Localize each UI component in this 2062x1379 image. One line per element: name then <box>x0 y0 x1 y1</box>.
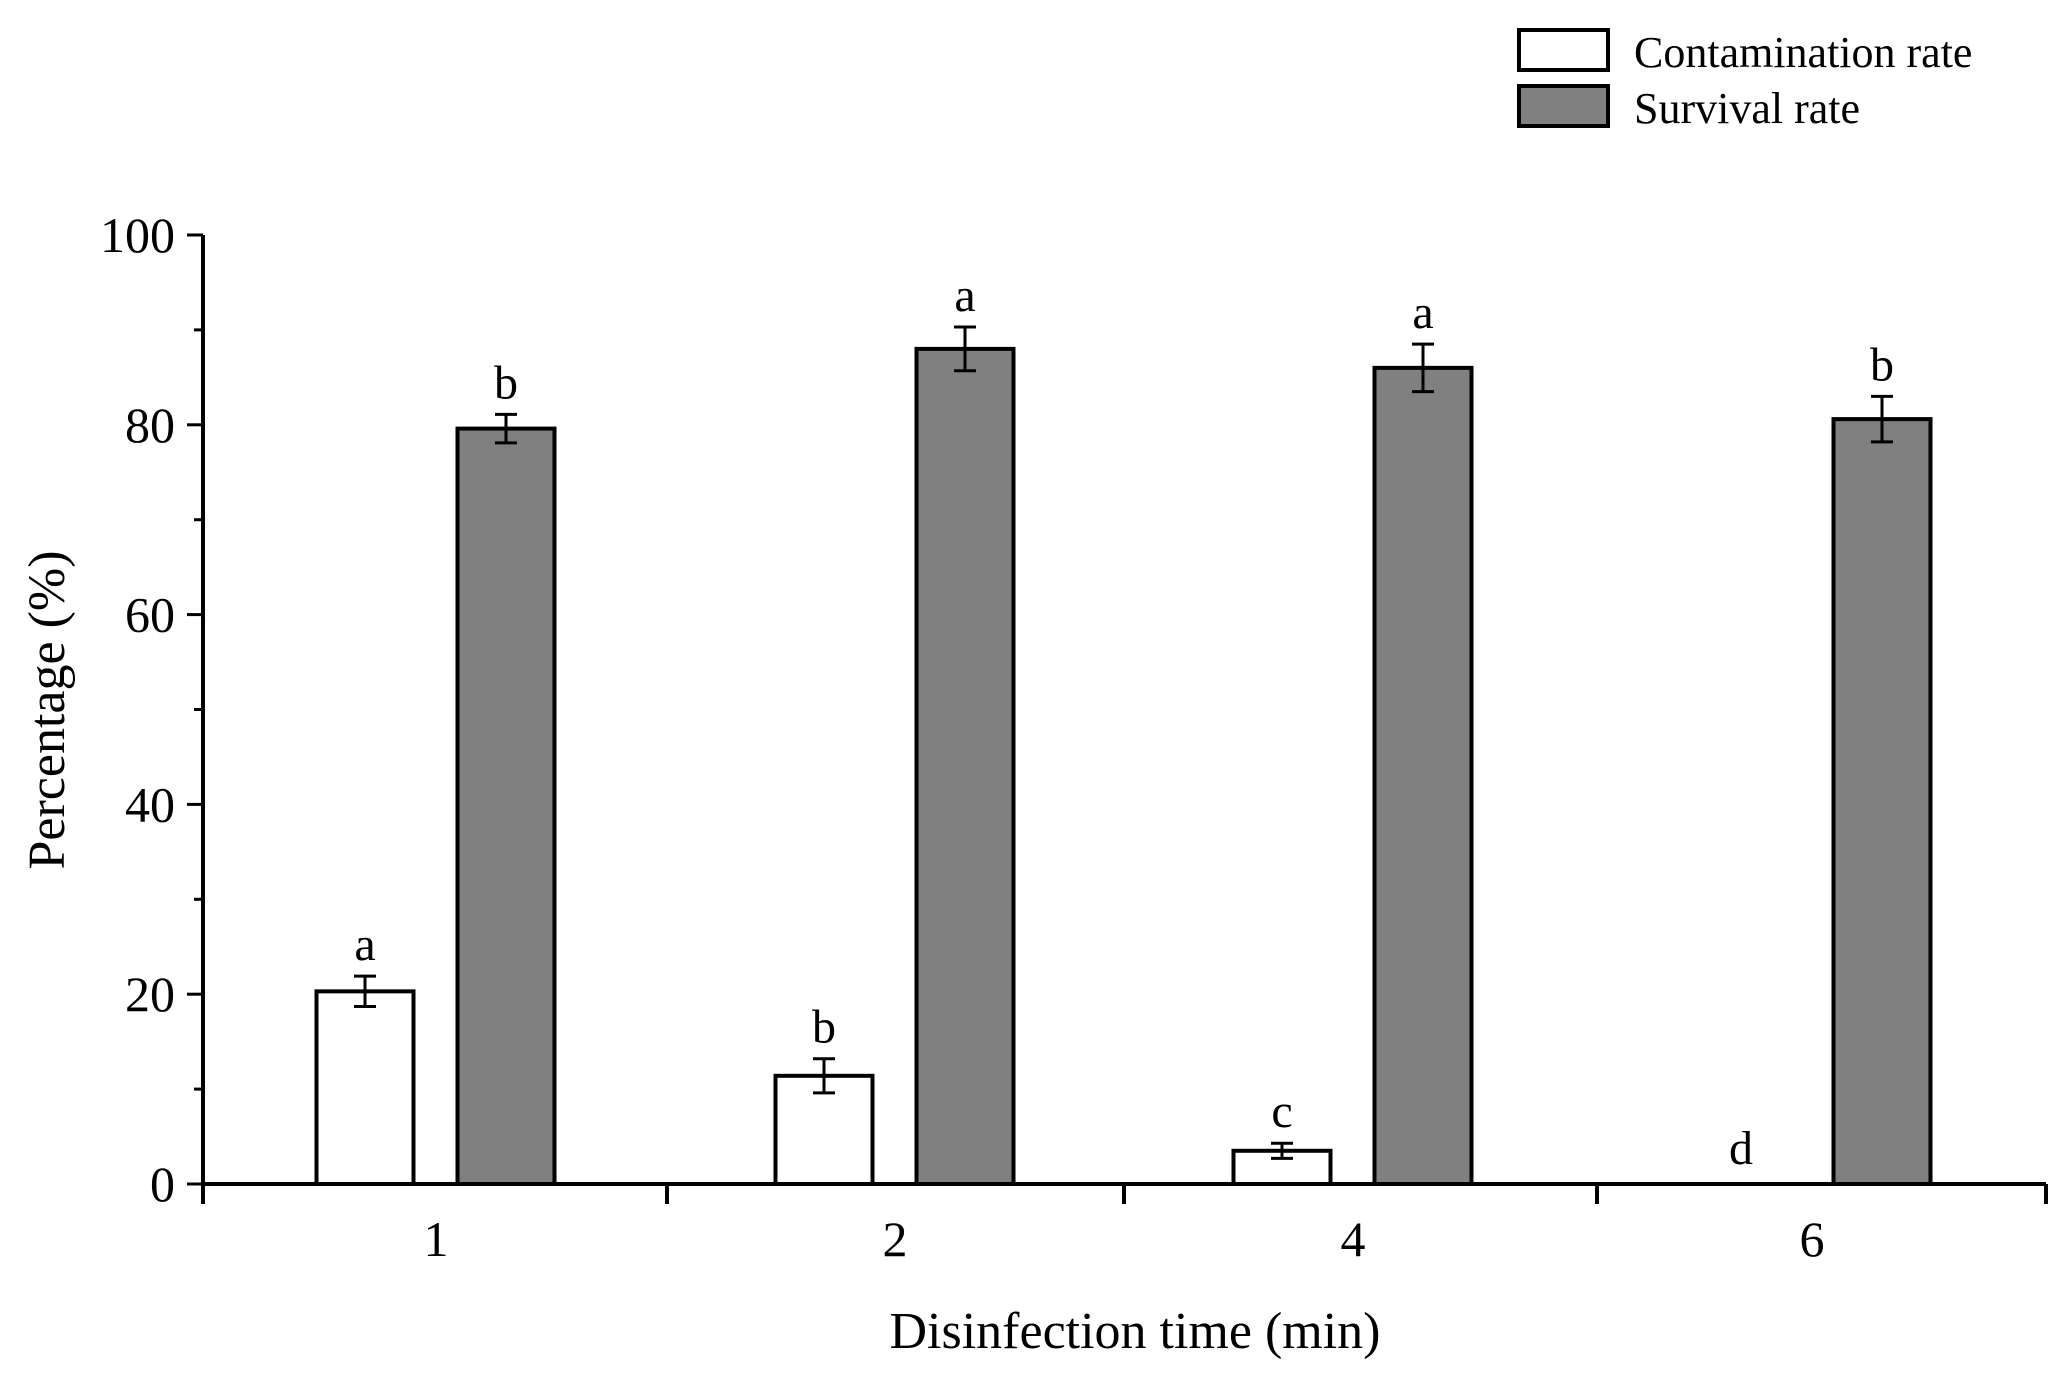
significance-label-contamination-4: c <box>1271 1085 1292 1138</box>
y-tick-label-80: 80 <box>125 397 175 453</box>
legend-label-contamination: Contamination rate <box>1634 28 1972 77</box>
significance-label-survival-2: a <box>954 269 975 322</box>
legend-label-survival: Survival rate <box>1634 84 1860 133</box>
error-bar-contamination-1 <box>354 974 376 1009</box>
error-bar-contamination-2 <box>813 1057 835 1095</box>
significance-label-survival-1: b <box>494 356 518 409</box>
y-tick-label-0: 0 <box>150 1156 175 1212</box>
bar-survival-4 <box>1372 365 1474 1186</box>
error-bar-survival-6 <box>1871 394 1893 444</box>
y-tick-label-60: 60 <box>125 587 175 643</box>
error-bar-survival-1 <box>495 412 517 445</box>
significance-label-contamination-6: d <box>1729 1122 1753 1175</box>
legend-swatch-contamination <box>1517 28 1610 72</box>
y-tick-label-20: 20 <box>125 966 175 1022</box>
legend: Contamination rate Survival rate <box>1517 28 1972 133</box>
x-tick-label-2: 2 <box>883 1211 908 1267</box>
significance-label-contamination-1: a <box>354 918 375 971</box>
y-axis-title: Percentage (%) <box>19 550 76 869</box>
legend-swatch-survival <box>1517 84 1610 128</box>
significance-label-contamination-2: b <box>812 1001 836 1054</box>
y-tick-label-40: 40 <box>125 776 175 832</box>
error-bar-contamination-4 <box>1271 1141 1293 1160</box>
bar-survival-6 <box>1831 417 1933 1186</box>
y-tick-label-100: 100 <box>100 207 175 263</box>
bar-contamination-1 <box>314 989 416 1187</box>
error-bar-survival-2 <box>954 325 976 373</box>
significance-label-survival-4: a <box>1412 286 1433 339</box>
x-axis-title: Disinfection time (min) <box>889 1303 1380 1360</box>
plot-area: a b c d b a a b 0 20 40 60 80 100 1 2 4 6 <box>100 207 2048 1267</box>
x-tick-label-6: 6 <box>1800 1211 1825 1267</box>
x-tick-label-4: 4 <box>1341 1211 1366 1267</box>
bar-survival-1 <box>455 426 557 1186</box>
significance-label-survival-6: b <box>1870 338 1894 391</box>
error-bar-survival-4 <box>1412 342 1434 394</box>
bar-survival-2 <box>914 346 1016 1186</box>
x-tick-label-1: 1 <box>424 1211 449 1267</box>
